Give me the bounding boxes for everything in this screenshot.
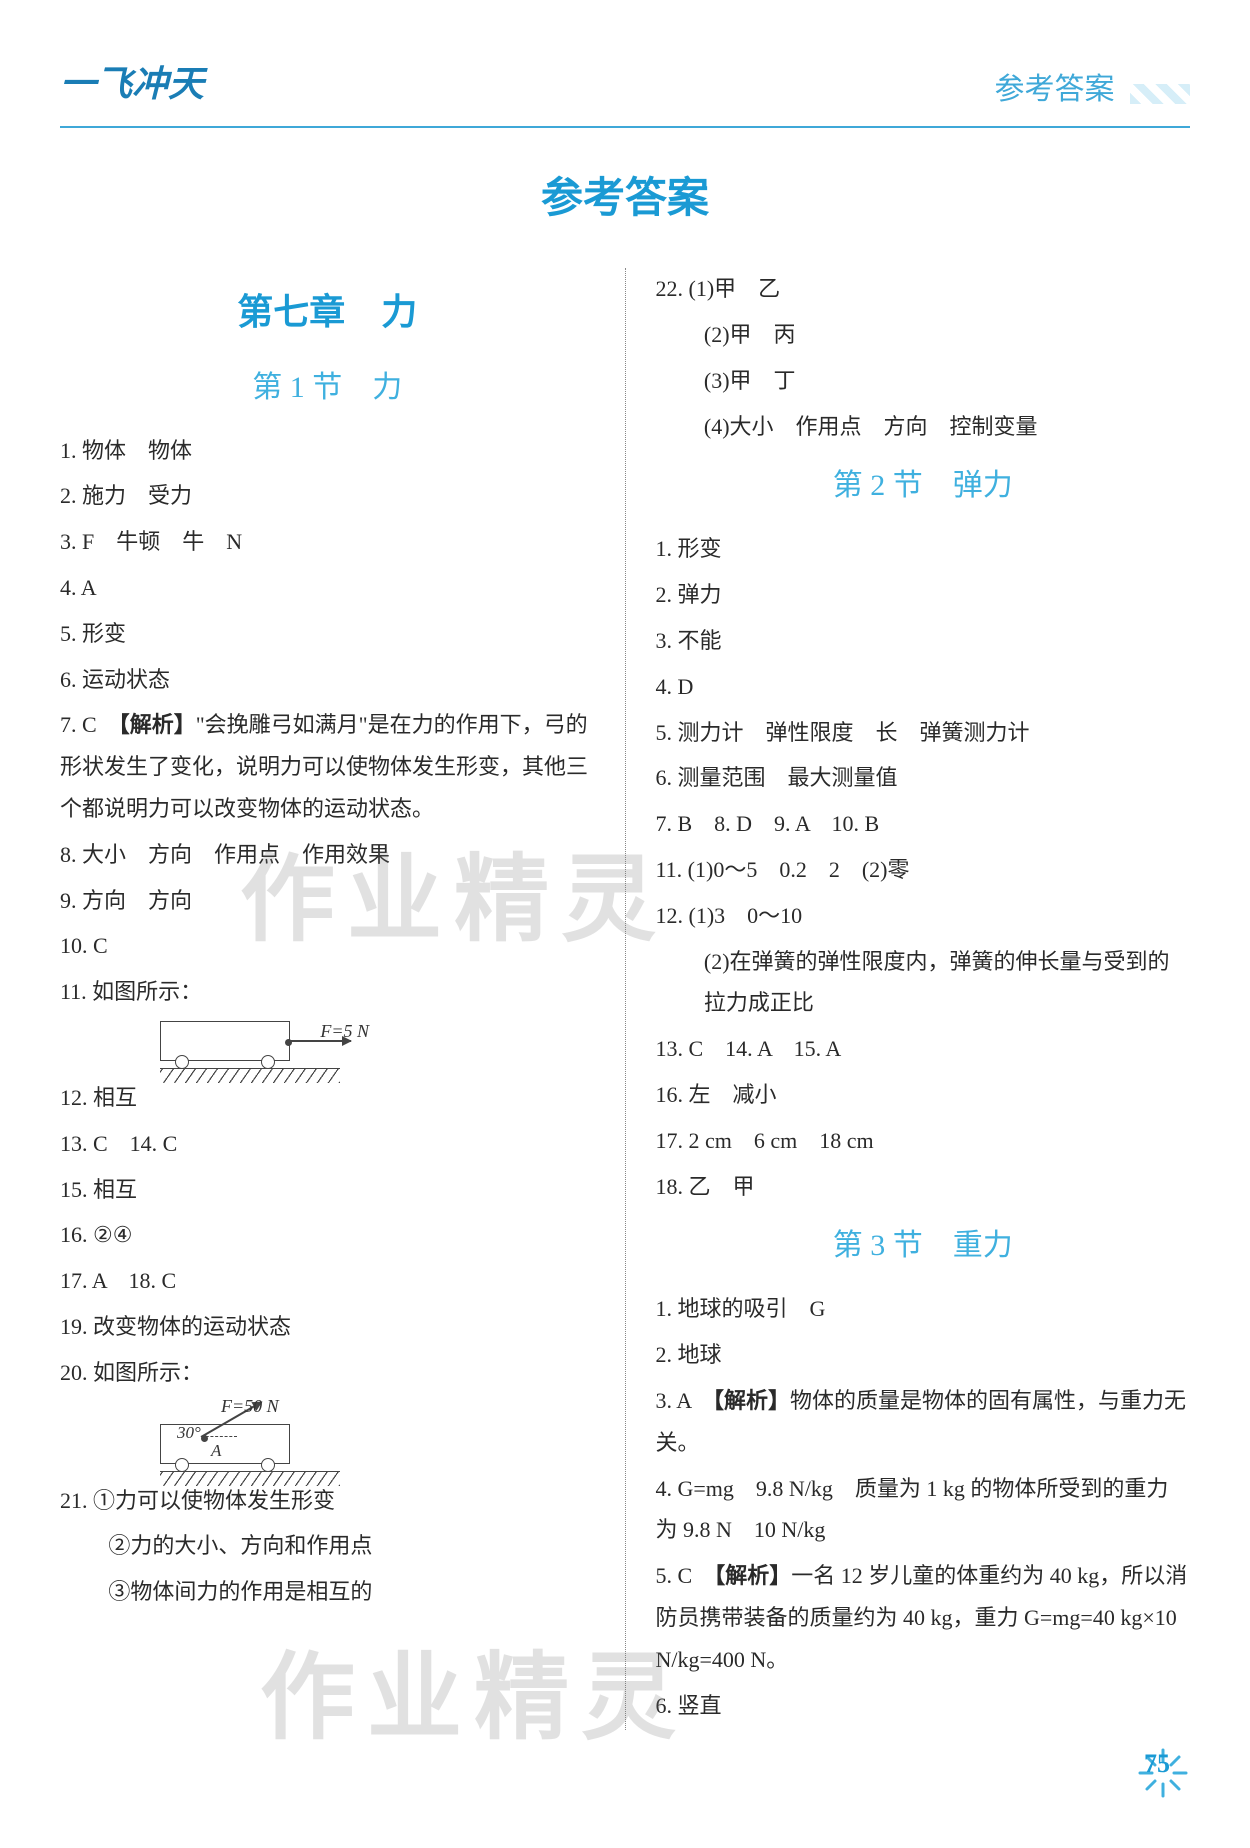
answer-item: 17. A 18. C (60, 1260, 595, 1302)
answer-item: 20. 如图所示： (60, 1352, 595, 1394)
answer-item: 13. C 14. C (60, 1123, 595, 1165)
answer-item: 21. ①力可以使物体发生形变 (60, 1480, 595, 1522)
answer-item: 2. 弹力 (656, 574, 1191, 616)
answer-item: 3. A 【解析】物体的质量是物体的固有属性，与重力无关。 (656, 1380, 1191, 1464)
figure-2: F=50 N 30° A (160, 1424, 595, 1472)
answer-item: 2. 施力 受力 (60, 475, 595, 517)
answer-subitem: (2)甲 丙 (656, 314, 1191, 356)
answer-item: 5. C 【解析】一名 12 岁儿童的体重约为 40 kg，所以消防员携带装备的… (656, 1555, 1191, 1680)
answer-item: 6. 测量范围 最大测量值 (656, 757, 1191, 799)
left-column: 第七章 力 第 1 节 力 1. 物体 物体 2. 施力 受力 3. F 牛顿 … (60, 268, 595, 1730)
answer-item: 4. D (656, 666, 1191, 708)
section-heading-1: 第 1 节 力 (60, 359, 595, 416)
section-heading-2: 第 2 节 弹力 (656, 457, 1191, 514)
page-number: 75 (1144, 1739, 1170, 1788)
force-label: F=5 N (320, 1014, 369, 1048)
answer-subitem: ③物体间力的作用是相互的 (60, 1571, 595, 1613)
brand-logo: 一飞冲天 (60, 50, 204, 118)
answer-item: 22. (1)甲 乙 (656, 268, 1191, 310)
page-header: 一飞冲天 参考答案 (60, 50, 1190, 128)
answer-item: 16. 左 减小 (656, 1074, 1191, 1116)
ground-line (160, 1471, 340, 1472)
wheel-icon (261, 1055, 275, 1069)
answer-prefix: 7. C (60, 712, 119, 737)
answer-item: 11. (1)0～5 0.2 2 (2)零 (656, 849, 1191, 891)
answer-item: 7. C 【解析】"会挽雕弓如满月"是在力的作用下，弓的形状发生了变化，说明力可… (60, 704, 595, 829)
chapter-heading: 第七章 力 (60, 278, 595, 346)
answer-item: 13. C 14. A 15. A (656, 1028, 1191, 1070)
analysis-label: 【解析】 (119, 712, 196, 737)
content-columns: 第七章 力 第 1 节 力 1. 物体 物体 2. 施力 受力 3. F 牛顿 … (60, 268, 1190, 1730)
answer-item: 19. 改变物体的运动状态 (60, 1306, 595, 1348)
answer-item: 11. 如图所示： (60, 971, 595, 1013)
header-label: 参考答案 (995, 73, 1115, 106)
column-divider (625, 268, 626, 1730)
hatch-pattern (160, 1069, 340, 1083)
right-column: 22. (1)甲 乙 (2)甲 丙 (3)甲 丁 (4)大小 作用点 方向 控制… (656, 268, 1191, 1730)
answer-subitem: (3)甲 丁 (656, 360, 1191, 402)
figure-1: F=5 N (160, 1021, 595, 1069)
wheel-icon (261, 1458, 275, 1472)
answer-subitem: (2)在弹簧的弹性限度内，弹簧的伸长量与受到的拉力成正比 (656, 941, 1191, 1025)
dashed-line (201, 1436, 237, 1437)
answer-prefix: 3. A (656, 1388, 713, 1413)
ground-line (160, 1068, 340, 1069)
section-heading-3: 第 3 节 重力 (656, 1217, 1191, 1274)
hatch-pattern (160, 1472, 340, 1486)
answer-item: 7. B 8. D 9. A 10. B (656, 803, 1191, 845)
answer-item: 16. ②④ (60, 1214, 595, 1256)
answer-subitem: (4)大小 作用点 方向 控制变量 (656, 406, 1191, 448)
wheel-icon (175, 1458, 189, 1472)
answer-item: 12. 相互 (60, 1077, 595, 1119)
answer-item: 10. C (60, 925, 595, 967)
point-label: A (211, 1435, 221, 1467)
answer-item: 1. 物体 物体 (60, 430, 595, 472)
answer-item: 18. 乙 甲 (656, 1166, 1191, 1208)
wheel-icon (175, 1055, 189, 1069)
header-right: 参考答案 (995, 61, 1191, 118)
answer-item: 1. 地球的吸引 G (656, 1288, 1191, 1330)
answer-subitem: ②力的大小、方向和作用点 (60, 1525, 595, 1567)
answer-item: 6. 竖直 (656, 1685, 1191, 1727)
answer-item: 8. 大小 方向 作用点 作用效果 (60, 834, 595, 876)
answer-item: 4. G=mg 9.8 N/kg 质量为 1 kg 的物体所受到的重力为 9.8… (656, 1468, 1191, 1552)
answer-item: 9. 方向 方向 (60, 880, 595, 922)
answer-item: 5. 测力计 弹性限度 长 弹簧测力计 (656, 712, 1191, 754)
answer-item: 6. 运动状态 (60, 659, 595, 701)
answer-item: 4. A (60, 567, 595, 609)
analysis-label: 【解析】 (714, 1563, 791, 1588)
answer-item: 15. 相互 (60, 1169, 595, 1211)
answer-item: 2. 地球 (656, 1334, 1191, 1376)
figure-box: F=50 N 30° A (160, 1424, 290, 1464)
decoration-pattern (1130, 84, 1190, 104)
answer-item: 3. F 牛顿 牛 N (60, 521, 595, 563)
answer-prefix: 5. C (656, 1563, 715, 1588)
figure-box: F=5 N (160, 1021, 290, 1061)
analysis-label: 【解析】 (713, 1388, 790, 1413)
page-title: 参考答案 (60, 158, 1190, 238)
answer-item: 5. 形变 (60, 613, 595, 655)
answer-item: 17. 2 cm 6 cm 18 cm (656, 1120, 1191, 1162)
force-label: F=50 N (221, 1389, 279, 1423)
answer-item: 3. 不能 (656, 620, 1191, 662)
angle-label: 30° (177, 1417, 201, 1449)
answer-item: 1. 形变 (656, 528, 1191, 570)
answer-item: 12. (1)3 0～10 (656, 895, 1191, 937)
